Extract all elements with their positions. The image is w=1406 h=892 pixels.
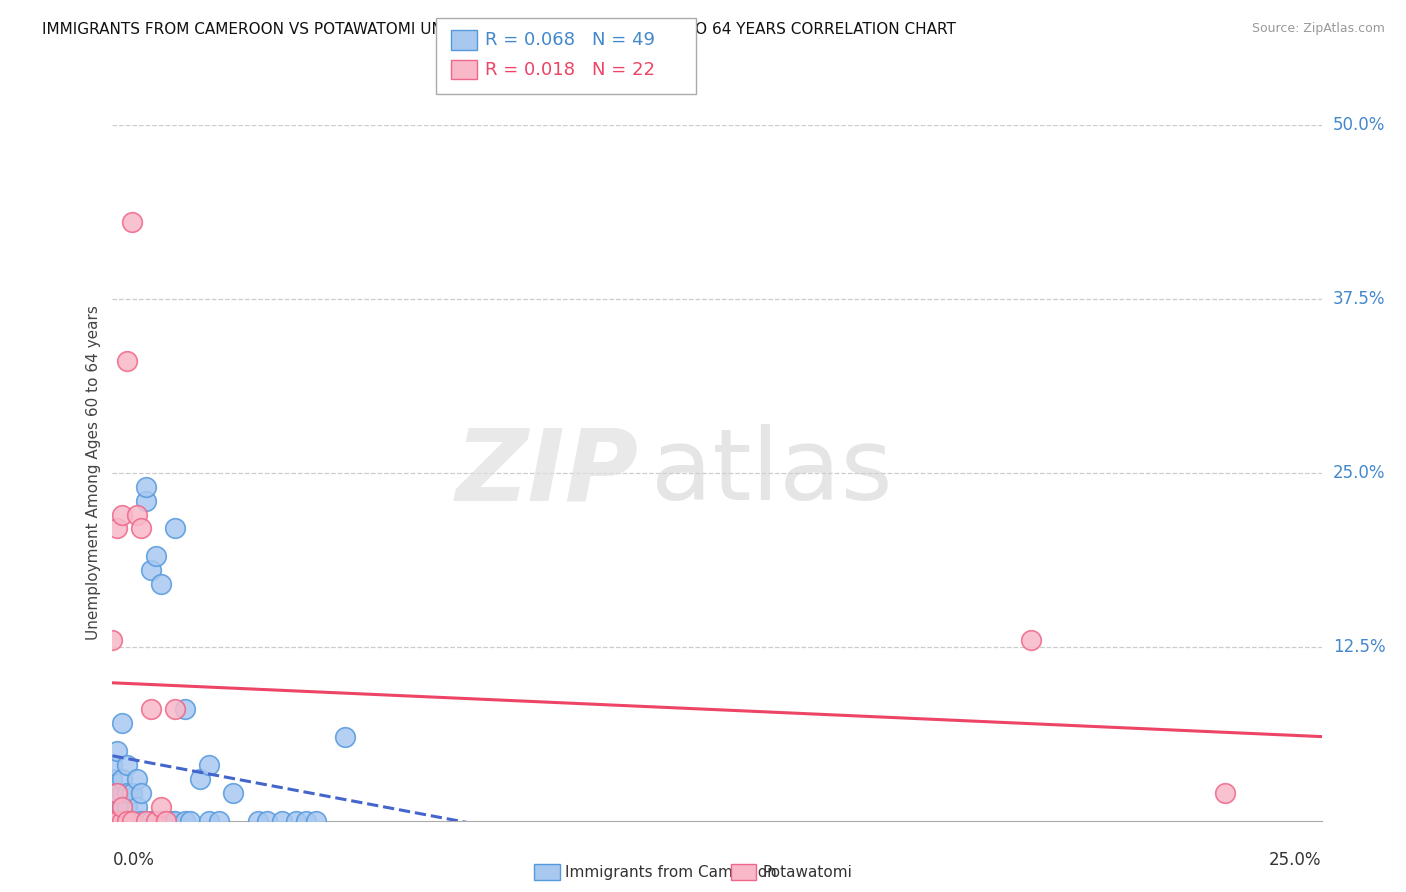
Point (131, 521, 153, 535)
Point (149, 799, 172, 814)
Point (111, 799, 134, 814)
Point (135, 493, 157, 508)
Point (105, 799, 128, 814)
Point (149, 814, 172, 828)
Point (246, 814, 269, 828)
Point (145, 549, 167, 564)
Text: 0.0%: 0.0% (112, 851, 155, 869)
Point (115, 758, 138, 772)
Y-axis label: Unemployment Among Ages 60 to 64 years: Unemployment Among Ages 60 to 64 years (86, 305, 101, 640)
Point (101, 758, 124, 772)
Point (165, 521, 187, 535)
Point (111, 772, 134, 786)
Point (174, 814, 197, 828)
Point (115, 814, 138, 828)
Text: Source: ZipAtlas.com: Source: ZipAtlas.com (1251, 22, 1385, 36)
Point (121, 814, 143, 828)
Point (125, 799, 148, 814)
Text: R = 0.018: R = 0.018 (485, 61, 575, 78)
Point (155, 814, 177, 828)
Point (131, 814, 153, 828)
Text: atlas: atlas (651, 425, 893, 521)
Point (198, 758, 221, 772)
Text: IMMIGRANTS FROM CAMEROON VS POTAWATOMI UNEMPLOYMENT AMONG AGES 60 TO 64 YEARS CO: IMMIGRANTS FROM CAMEROON VS POTAWATOMI U… (42, 22, 956, 37)
Point (198, 814, 221, 828)
Text: ZIP: ZIP (456, 425, 638, 521)
Point (149, 577, 172, 591)
Point (256, 814, 278, 828)
Point (111, 508, 134, 522)
Point (121, 786, 143, 800)
Point (101, 786, 124, 800)
Text: 25.0%: 25.0% (1270, 851, 1322, 869)
Point (1021, 632, 1043, 647)
Point (105, 786, 128, 800)
Point (111, 799, 134, 814)
Point (304, 814, 326, 828)
Point (165, 814, 187, 828)
Text: 25.0%: 25.0% (1333, 464, 1385, 482)
Point (295, 814, 318, 828)
Point (115, 799, 138, 814)
Point (333, 730, 356, 744)
Point (105, 814, 128, 828)
Point (135, 814, 157, 828)
Point (121, 814, 143, 828)
Point (188, 772, 211, 786)
Point (141, 814, 163, 828)
Text: 37.5%: 37.5% (1333, 290, 1385, 308)
Point (111, 786, 134, 800)
Point (105, 521, 128, 535)
Point (1213, 786, 1236, 800)
Point (174, 702, 197, 716)
Point (285, 814, 308, 828)
Text: 12.5%: 12.5% (1333, 638, 1385, 656)
Point (115, 786, 138, 800)
Point (131, 786, 153, 800)
Text: Potawatomi: Potawatomi (762, 865, 852, 880)
Text: 50.0%: 50.0% (1333, 116, 1385, 134)
Point (125, 508, 148, 522)
Text: N = 22: N = 22 (592, 61, 655, 78)
Point (155, 814, 177, 828)
Point (111, 814, 134, 828)
Point (101, 632, 124, 647)
Point (141, 702, 163, 716)
Point (111, 814, 134, 828)
Point (145, 814, 167, 828)
Point (135, 480, 157, 494)
Point (111, 716, 134, 731)
Point (222, 786, 245, 800)
Text: R = 0.068: R = 0.068 (485, 31, 575, 49)
Point (270, 814, 292, 828)
Point (125, 772, 148, 786)
Point (121, 215, 143, 229)
Point (105, 786, 128, 800)
Point (105, 814, 128, 828)
Point (101, 772, 124, 786)
Point (115, 354, 138, 368)
Text: Immigrants from Cameroon: Immigrants from Cameroon (565, 865, 778, 880)
Point (141, 563, 163, 577)
Point (179, 814, 201, 828)
Text: N = 49: N = 49 (592, 31, 655, 49)
Point (101, 814, 124, 828)
Point (165, 702, 187, 716)
Point (105, 744, 128, 758)
Point (208, 814, 231, 828)
Point (159, 814, 181, 828)
Point (125, 814, 148, 828)
Point (115, 814, 138, 828)
